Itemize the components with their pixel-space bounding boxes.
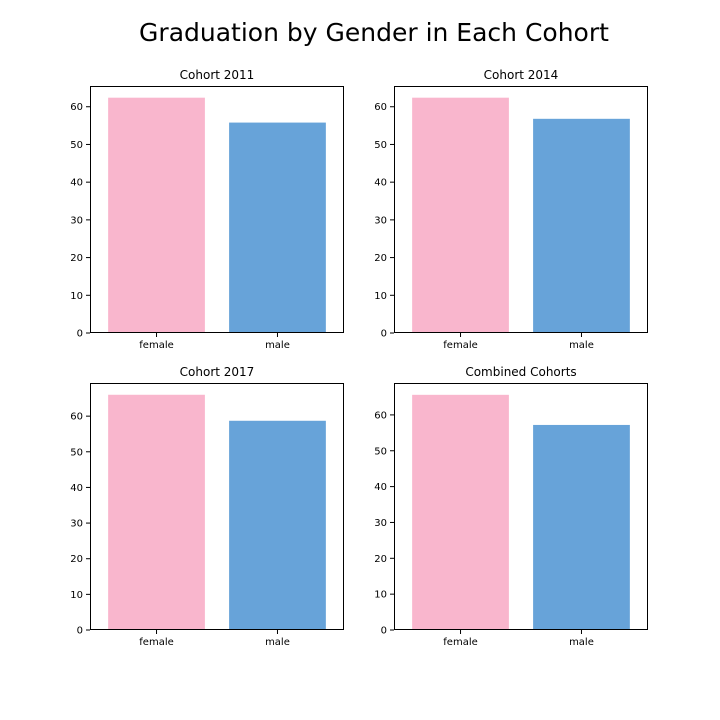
cohort-2014-xtick-label-male: male: [569, 340, 594, 351]
cohort-2011-ytick-label-60: 60: [70, 102, 83, 113]
cohort-2014-axes-frame: [394, 86, 648, 333]
cohort-2017-axes-frame: [90, 383, 344, 630]
cohort-2011-ytick-label-0: 0: [77, 329, 83, 340]
combined-cohorts-xtick-label-male: male: [569, 637, 594, 648]
cohort-2011-panel: Cohort 2011 female male 0 10 20 30 40 50 60: [70, 68, 344, 351]
cohort-2017-xtick-label-female: female: [139, 637, 173, 648]
combined-cohorts-bar-male: [533, 424, 630, 630]
cohort-2011-axes-frame: [90, 86, 344, 333]
combined-cohorts-ytick-label-20: 20: [374, 554, 387, 565]
cohort-2011-bar-male: [229, 122, 326, 333]
combined-cohorts-axes-frame: [394, 383, 648, 630]
cohort-2017-panel: Cohort 2017 female male 0 10 20 30 40 50 60: [70, 365, 344, 648]
cohort-2014-ytick-label-20: 20: [374, 253, 387, 264]
cohort-2011-xtick-label-female: female: [139, 340, 173, 351]
cohort-2017-ytick-label-20: 20: [70, 554, 83, 565]
cohort-2014-ytick-label-60: 60: [374, 102, 387, 113]
cohort-2014-title: Cohort 2014: [484, 68, 559, 82]
combined-cohorts-xtick-label-female: female: [443, 637, 477, 648]
cohort-2014-ytick-label-50: 50: [374, 140, 387, 151]
cohort-2011-ytick-label-40: 40: [70, 178, 83, 189]
combined-cohorts-ytick-label-30: 30: [374, 518, 387, 529]
figure-title: Graduation by Gender in Each Cohort: [139, 18, 609, 47]
cohort-2017-ytick-label-50: 50: [70, 447, 83, 458]
combined-cohorts-panel: Combined Cohorts female male 0 10 20 30 40 50 60: [374, 365, 648, 648]
combined-cohorts-ytick-label-60: 60: [374, 410, 387, 421]
cohort-2011-title: Cohort 2011: [180, 68, 255, 82]
cohort-2014-ytick-label-30: 30: [374, 215, 387, 226]
cohort-2011-ytick-label-30: 30: [70, 215, 83, 226]
cohort-2017-ytick-label-10: 10: [70, 590, 83, 601]
combined-cohorts-ytick-label-10: 10: [374, 590, 387, 601]
cohort-2017-xtick-label-male: male: [265, 637, 290, 648]
cohort-2017-ytick-label-60: 60: [70, 412, 83, 423]
cohort-2014-ytick-label-0: 0: [381, 329, 387, 340]
cohort-2011-xtick-label-male: male: [265, 340, 290, 351]
cohort-2014-xtick-label-female: female: [443, 340, 477, 351]
combined-cohorts-bar-female: [412, 394, 509, 630]
cohort-2011-ytick-label-10: 10: [70, 291, 83, 302]
combined-cohorts-ytick-label-40: 40: [374, 482, 387, 493]
cohort-2017-ytick-label-30: 30: [70, 519, 83, 530]
cohort-2014-ytick-label-10: 10: [374, 291, 387, 302]
cohort-2011-ytick-label-20: 20: [70, 253, 83, 264]
cohort-2011-bar-female: [108, 97, 205, 333]
cohort-2017-ytick-label-40: 40: [70, 483, 83, 494]
cohort-2017-ytick-label-0: 0: [77, 626, 83, 637]
cohort-2014-bar-female: [412, 97, 509, 333]
combined-cohorts-title: Combined Cohorts: [465, 365, 576, 379]
cohort-2011-ytick-label-50: 50: [70, 140, 83, 151]
cohort-2017-bar-female: [108, 394, 205, 630]
cohort-2017-title: Cohort 2017: [180, 365, 255, 379]
combined-cohorts-ytick-label-0: 0: [381, 626, 387, 637]
cohort-2014-ytick-label-40: 40: [374, 178, 387, 189]
cohort-2014-panel: Cohort 2014 female male 0 10 20 30 40 50 60: [374, 68, 648, 351]
cohort-2014-bar-male: [533, 118, 630, 333]
cohort-2017-bar-male: [229, 420, 326, 630]
combined-cohorts-ytick-label-50: 50: [374, 446, 387, 457]
